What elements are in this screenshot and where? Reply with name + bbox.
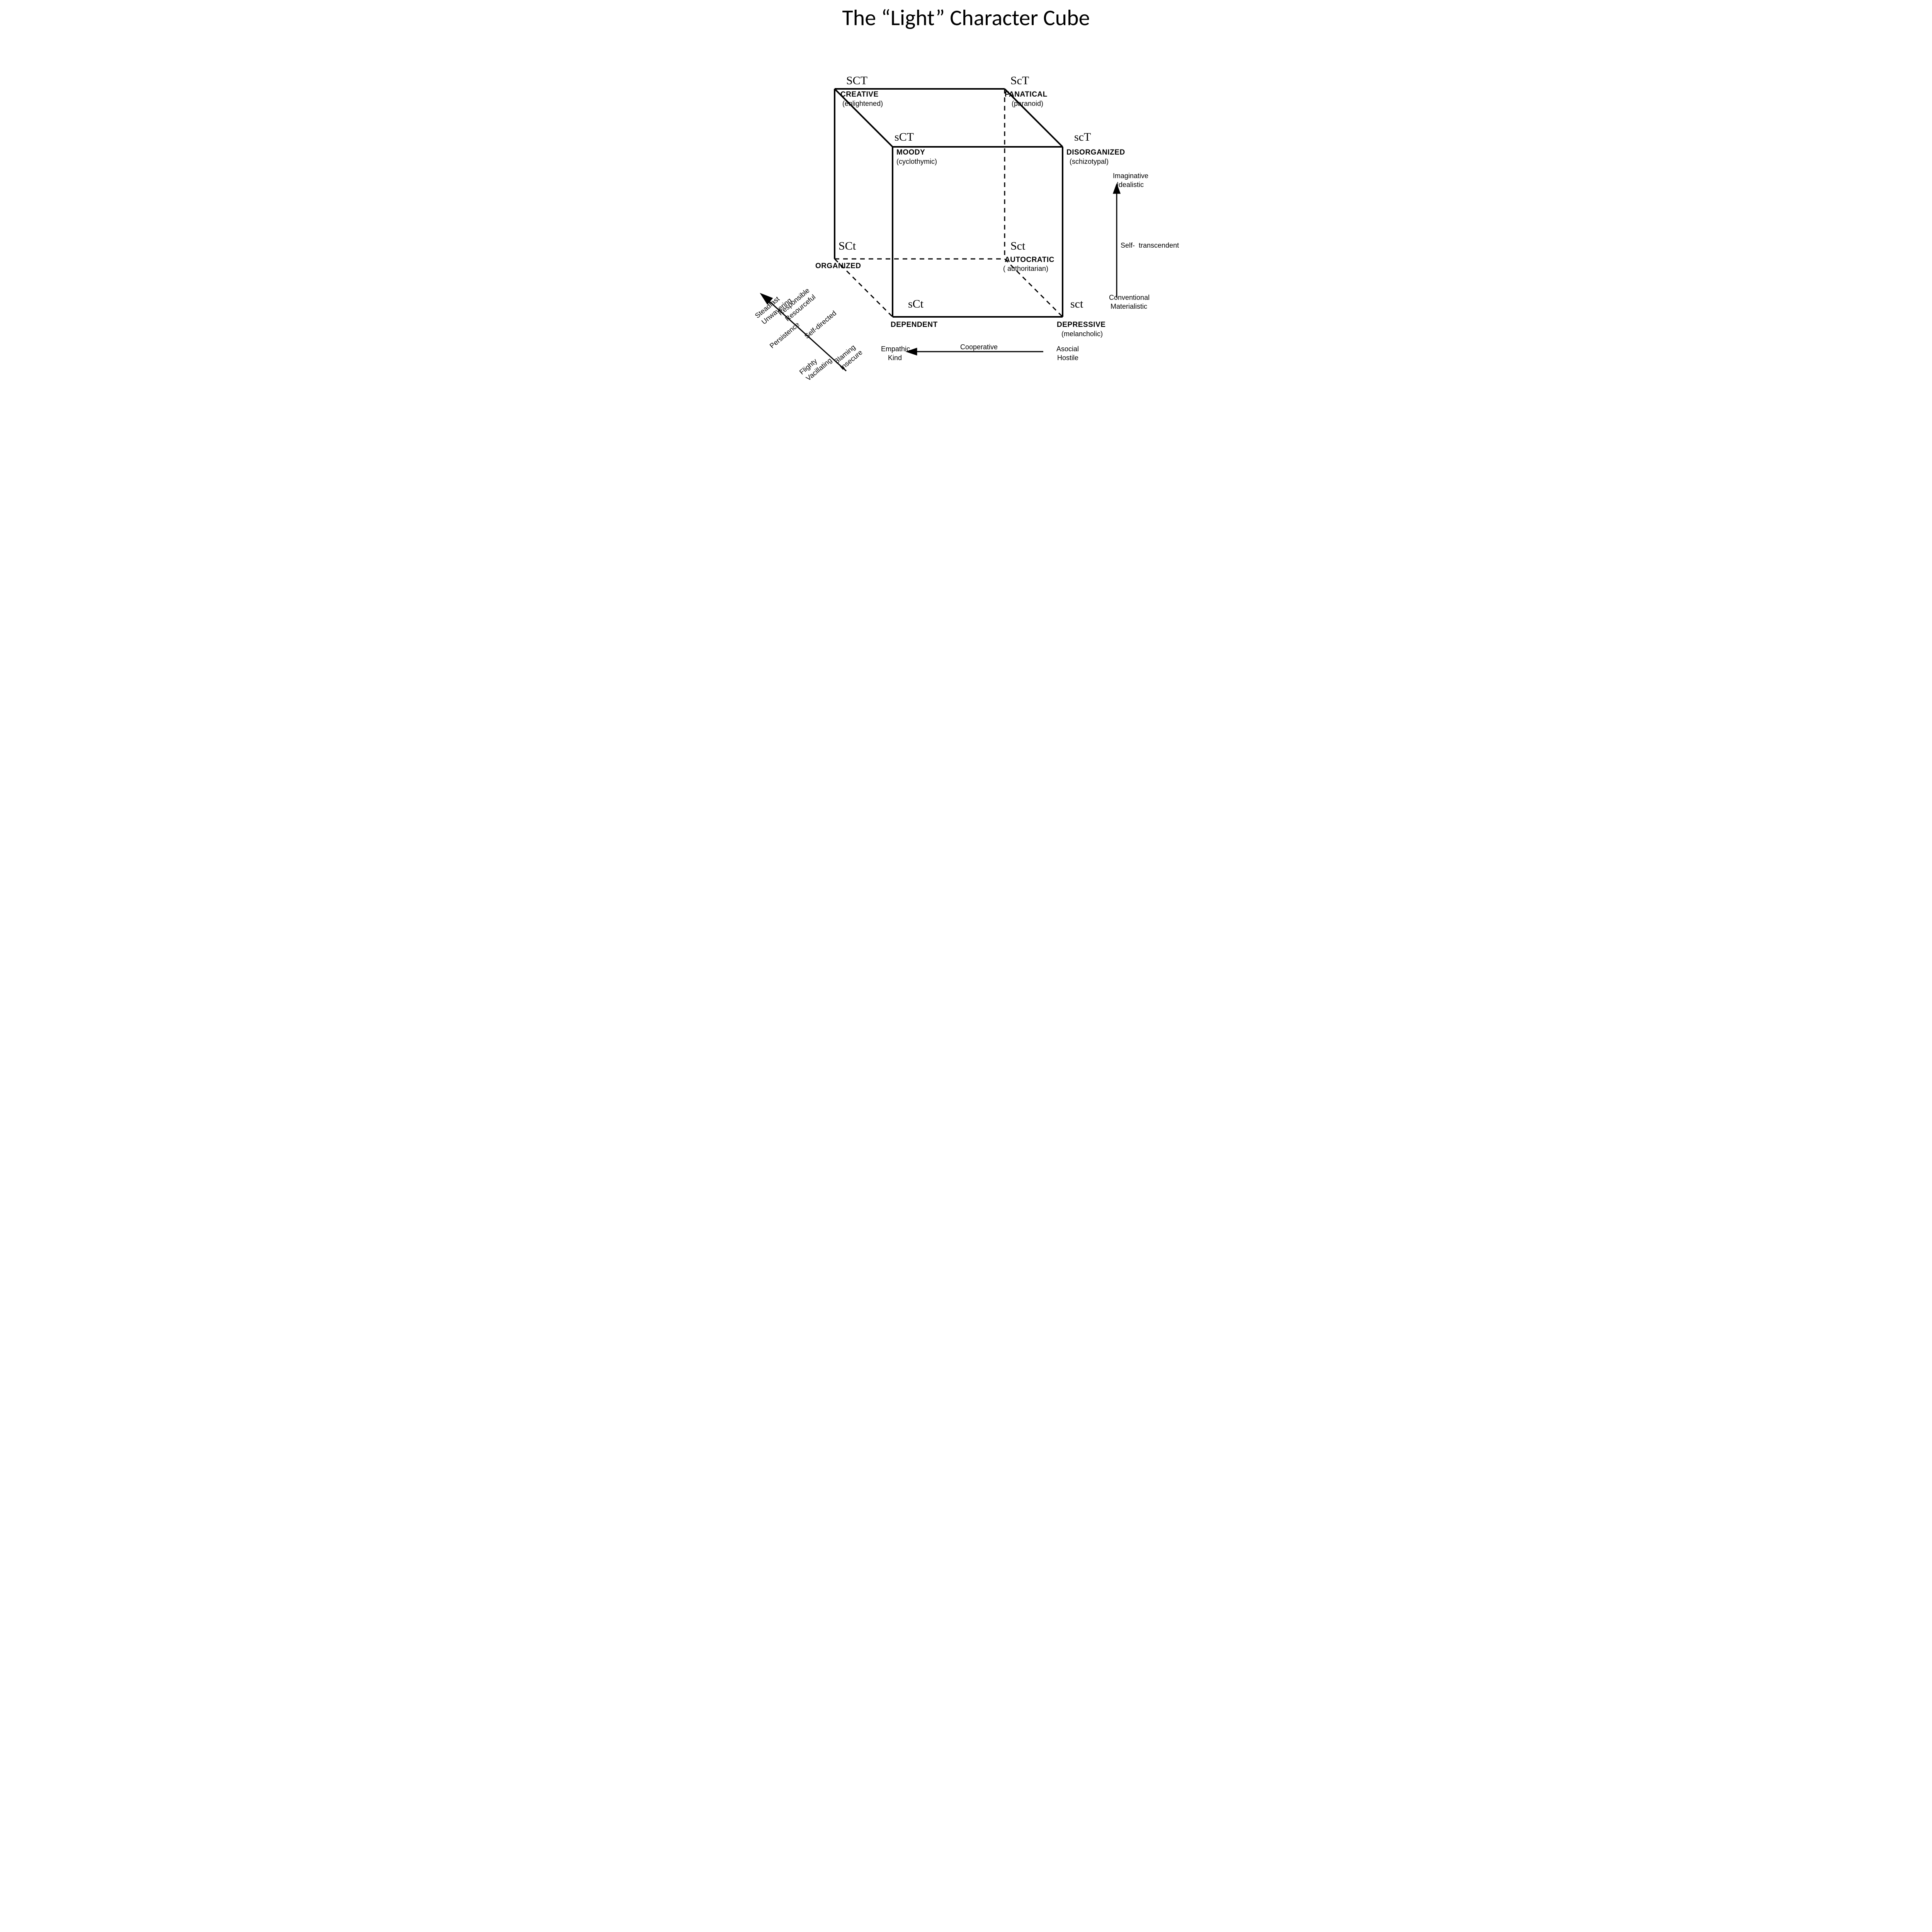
vertex-creative-sub: (enlightened) — [842, 100, 883, 108]
page: The “Light” Character Cube — [726, 0, 1206, 390]
code-disorganized: scT — [1074, 131, 1091, 144]
cube-diagram — [726, 35, 1206, 390]
axis-st-low1: Conventional — [1109, 294, 1150, 302]
axis-st-high1: Imaginative — [1113, 172, 1148, 180]
code-autocratic: Sct — [1010, 240, 1025, 253]
axis-st-high2: Idealistic — [1117, 181, 1144, 189]
axis-coop-high2: Kind — [888, 354, 902, 362]
axis-st-name-b: transcendent — [1139, 242, 1179, 249]
vertex-fanatical-sub: (paranoid) — [1012, 100, 1043, 108]
vertex-organized: ORGANIZED — [815, 262, 861, 270]
axis-coop-low1: Asocial — [1056, 345, 1079, 353]
code-moody: sCT — [895, 131, 914, 144]
code-depressive: sct — [1070, 298, 1083, 311]
axis-coop-name: Cooperative — [960, 343, 998, 351]
vertex-disorganized: DISORGANIZED — [1066, 148, 1125, 157]
code-sct-fanatical: ScT — [1010, 74, 1029, 87]
vertex-moody: MOODY — [896, 148, 925, 157]
vertex-autocratic-sub: ( authoritarian) — [1003, 265, 1048, 273]
axis-st-name: Self- transcendent — [1121, 242, 1179, 250]
page-title: The “Light” Character Cube — [726, 4, 1206, 31]
vertex-dependent: DEPENDENT — [891, 321, 938, 329]
axis-coop-high1: Empathic — [881, 345, 910, 353]
vertex-depressive-sub: (melancholic) — [1061, 330, 1103, 338]
vertex-autocratic: AUTOCRATIC — [1005, 256, 1054, 264]
vertex-fanatical: FANATICAL — [1005, 90, 1048, 99]
axis-st-name-a: Self- — [1121, 242, 1135, 249]
code-dependent: sCt — [908, 298, 923, 311]
vertex-creative: CREATIVE — [840, 90, 879, 99]
axis-st-low2: Materialistic — [1111, 303, 1147, 311]
vertex-depressive: DEPRESSIVE — [1057, 321, 1105, 329]
vertex-disorganized-sub: (schizotypal) — [1070, 158, 1109, 166]
code-organized: SCt — [838, 240, 856, 253]
axis-coop-low2: Hostile — [1057, 354, 1078, 362]
code-sct-upper: SCT — [846, 74, 867, 87]
vertex-moody-sub: (cyclothymic) — [896, 158, 937, 166]
